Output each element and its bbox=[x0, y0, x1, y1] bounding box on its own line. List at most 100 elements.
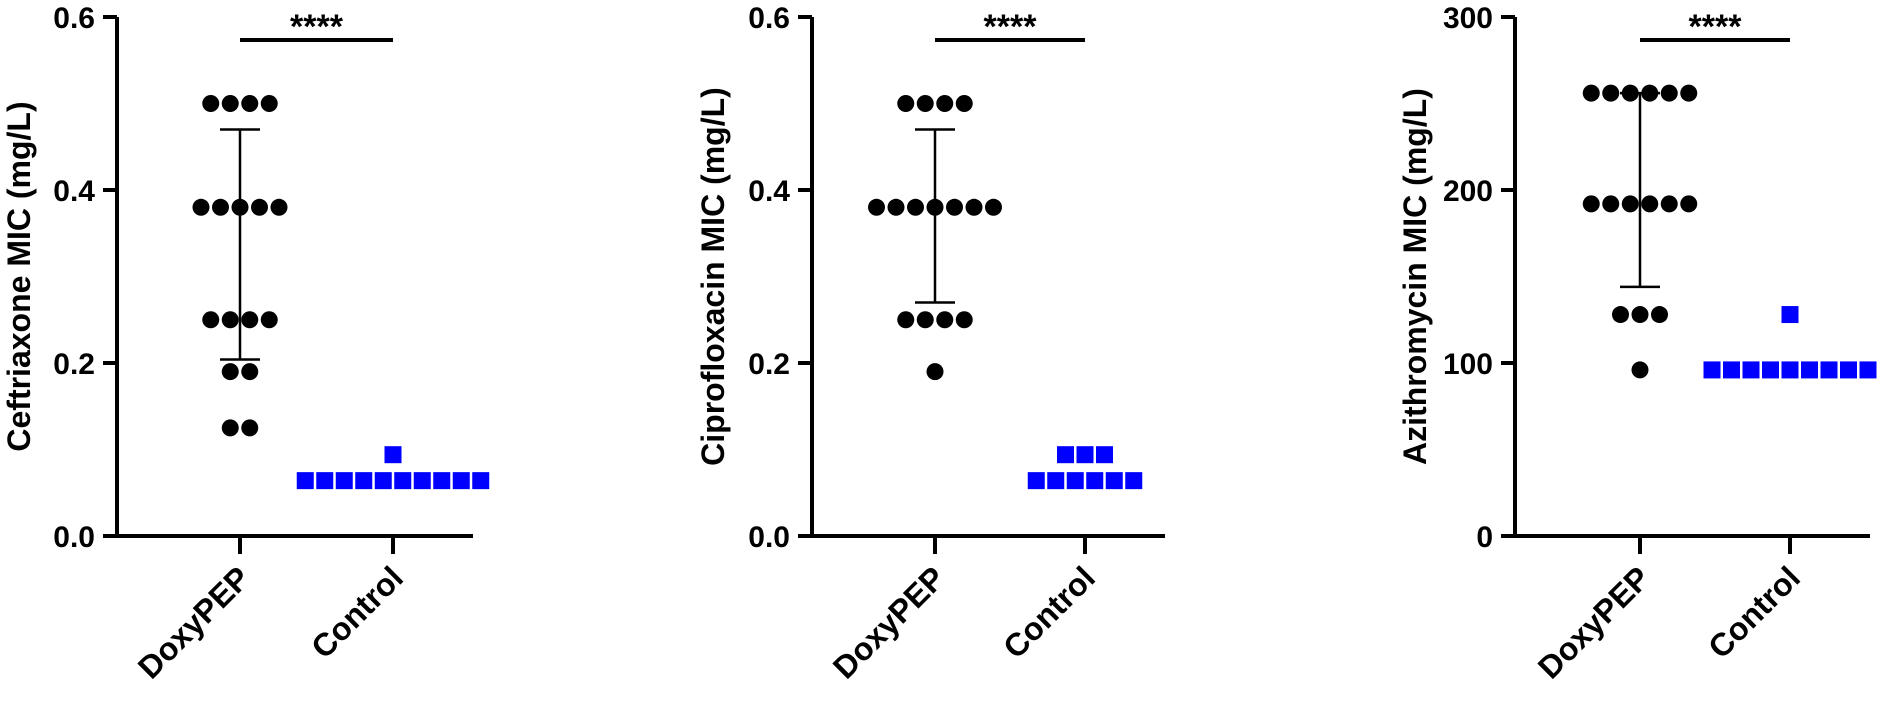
data-point bbox=[1125, 472, 1143, 490]
data-point bbox=[1660, 195, 1678, 213]
data-point bbox=[241, 95, 259, 112]
data-point bbox=[907, 198, 924, 216]
data-point bbox=[1602, 84, 1620, 102]
data-point bbox=[1660, 84, 1678, 102]
data-point bbox=[1680, 84, 1698, 102]
x-tick-label: DoxyPEP bbox=[131, 559, 257, 685]
data-point bbox=[1680, 195, 1698, 213]
data-point bbox=[868, 198, 885, 216]
data-point bbox=[936, 95, 954, 112]
data-point bbox=[1859, 361, 1877, 379]
x-tick-label: DoxyPEP bbox=[1531, 559, 1657, 685]
data-point bbox=[1781, 361, 1799, 379]
data-point bbox=[1631, 306, 1649, 324]
chart-panel-2: 0.0 0.2 0.4 0.6 Ciprofloxacin MIC (mg/L) Doxy… bbox=[695, 2, 1165, 686]
x-tick-label: Control bbox=[996, 559, 1102, 665]
data-point bbox=[202, 95, 220, 112]
data-point bbox=[1582, 84, 1600, 102]
data-point bbox=[1105, 472, 1123, 490]
data-point bbox=[1057, 446, 1074, 464]
data-point bbox=[335, 472, 353, 490]
data-point bbox=[965, 198, 983, 216]
data-point bbox=[936, 311, 954, 329]
data-point bbox=[1641, 195, 1659, 213]
data-point bbox=[374, 472, 392, 490]
data-point bbox=[221, 95, 239, 112]
data-point bbox=[355, 472, 373, 490]
data-point bbox=[394, 472, 412, 490]
data-point bbox=[955, 311, 973, 329]
data-point bbox=[221, 363, 239, 381]
data-point bbox=[916, 311, 934, 329]
data-point bbox=[1612, 306, 1629, 324]
data-point bbox=[221, 311, 239, 329]
data-point bbox=[955, 95, 973, 112]
data-point bbox=[1076, 446, 1094, 464]
data-point bbox=[1703, 361, 1721, 379]
data-point bbox=[1621, 195, 1639, 213]
data-point bbox=[887, 198, 905, 216]
y-axis-label: Ciprofloxacin MIC (mg/L) bbox=[695, 87, 731, 466]
significance-label: **** bbox=[984, 8, 1038, 46]
y-axis-label: Azithromycin MIC (mg/L) bbox=[1397, 88, 1433, 465]
data-point bbox=[1066, 472, 1084, 490]
data-point bbox=[202, 311, 220, 329]
data-point bbox=[472, 472, 490, 490]
data-point bbox=[260, 311, 278, 329]
data-point bbox=[1602, 195, 1620, 213]
data-point bbox=[1086, 472, 1104, 490]
data-point bbox=[260, 95, 278, 112]
data-point bbox=[1047, 472, 1065, 490]
data-point bbox=[413, 472, 431, 490]
significance-label: **** bbox=[290, 8, 344, 46]
data-point bbox=[1762, 361, 1779, 379]
x-tick-label: Control bbox=[1701, 559, 1807, 665]
x-tick-label: DoxyPEP bbox=[826, 559, 952, 685]
data-point bbox=[1742, 361, 1760, 379]
data-point bbox=[221, 419, 239, 437]
data-point bbox=[1096, 446, 1113, 464]
data-point bbox=[916, 95, 934, 112]
data-point bbox=[316, 472, 334, 490]
data-point bbox=[241, 311, 259, 329]
data-point bbox=[251, 198, 268, 216]
y-tick-label: 0 bbox=[1476, 521, 1493, 554]
y-tick-label: 100 bbox=[1443, 348, 1493, 381]
data-point bbox=[384, 446, 402, 464]
y-tick-label: 0.2 bbox=[53, 348, 95, 381]
data-point bbox=[1801, 361, 1818, 379]
data-point bbox=[1631, 361, 1649, 379]
data-point bbox=[897, 311, 915, 329]
chart-panel-3: 0 100 200 300 Azithromycin MIC (mg/L) DoxyPEP… bbox=[1397, 2, 1877, 686]
data-point bbox=[985, 198, 1002, 216]
data-point bbox=[1027, 472, 1045, 490]
data-point bbox=[946, 198, 963, 216]
data-point bbox=[241, 363, 259, 381]
y-tick-label: 300 bbox=[1443, 2, 1493, 35]
y-tick-label: 0.0 bbox=[748, 521, 790, 554]
y-axis-label: Ceftriaxone MIC (mg/L) bbox=[1, 101, 37, 451]
data-point bbox=[897, 95, 915, 112]
y-tick-label: 0.4 bbox=[53, 175, 95, 208]
data-point bbox=[1820, 361, 1838, 379]
data-point bbox=[270, 198, 288, 216]
chart-panel-1: 0.0 0.2 0.4 0.6 Ceftriaxone MIC (mg/L) DoxyPE… bbox=[1, 2, 490, 686]
y-tick-label: 0.6 bbox=[53, 2, 95, 35]
data-point bbox=[452, 472, 470, 490]
data-point bbox=[433, 472, 451, 490]
data-point bbox=[296, 472, 314, 490]
y-tick-label: 0.0 bbox=[53, 521, 95, 554]
data-point bbox=[212, 198, 229, 216]
data-point bbox=[1723, 361, 1740, 379]
data-point bbox=[926, 363, 944, 381]
y-tick-label: 0.4 bbox=[748, 175, 790, 208]
y-tick-label: 200 bbox=[1443, 175, 1493, 208]
y-tick-label: 0.2 bbox=[748, 348, 790, 381]
x-tick-label: Control bbox=[304, 559, 410, 665]
data-point bbox=[1651, 306, 1668, 324]
y-tick-label: 0.6 bbox=[748, 2, 790, 35]
data-point bbox=[192, 198, 210, 216]
data-point bbox=[1582, 195, 1600, 213]
data-point bbox=[1781, 306, 1799, 324]
